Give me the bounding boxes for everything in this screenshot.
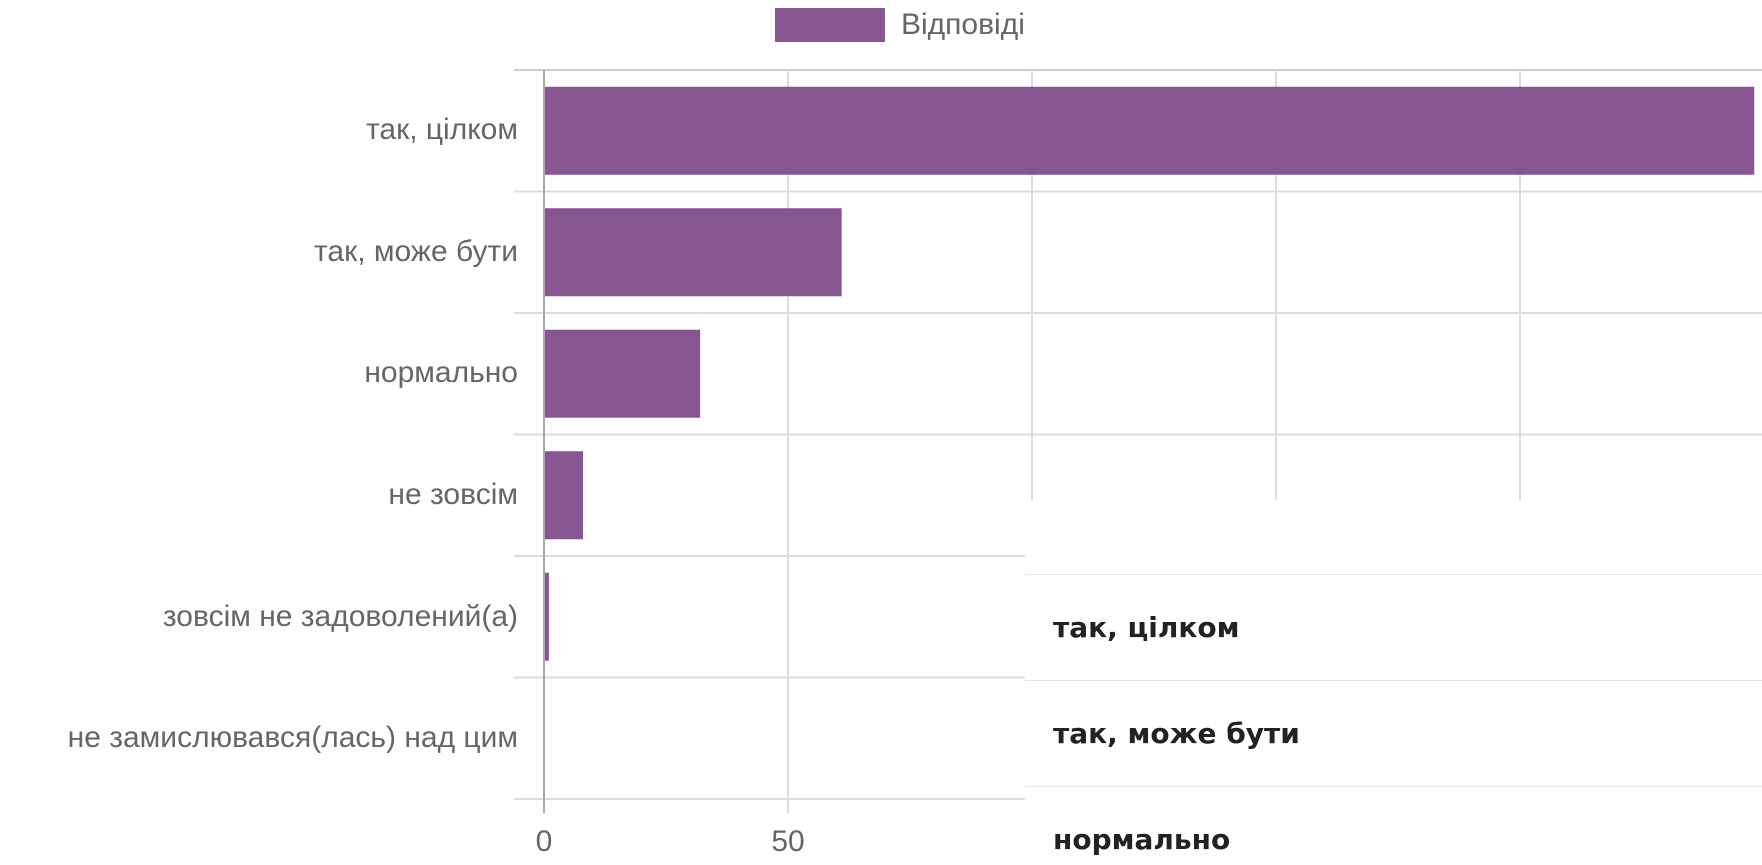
category-label: нормально (364, 356, 518, 389)
bar[interactable] (544, 451, 584, 540)
legend-swatch (775, 8, 885, 42)
x-tick-label: 50 (771, 825, 805, 858)
table-row: так, може бути (1025, 680, 1762, 786)
bar[interactable] (544, 86, 1755, 175)
bar[interactable] (544, 208, 842, 297)
bar[interactable] (544, 572, 549, 661)
summary-table: так, цілком так, може бути нормально (1025, 500, 1762, 865)
category-label: так, цілком (365, 113, 518, 146)
category-label: зовсім не задоволений(а) (162, 600, 518, 633)
bar[interactable] (544, 329, 701, 418)
category-label: не замислювався(лась) над цим (67, 721, 518, 754)
bars (544, 86, 1755, 661)
table-row: так, цілком (1025, 574, 1762, 680)
category-label: так, може бути (314, 235, 518, 268)
category-label: не зовсім (388, 478, 518, 511)
legend-label: Відповіді (901, 8, 1025, 41)
table-cell-category: так, може бути (1053, 717, 1300, 750)
x-tick-label: 0 (535, 825, 553, 858)
legend[interactable]: Відповіді (775, 6, 1025, 44)
table-row: нормально (1025, 786, 1762, 865)
table-cell-category: нормально (1053, 823, 1231, 856)
table-cell-category: так, цілком (1053, 611, 1240, 644)
